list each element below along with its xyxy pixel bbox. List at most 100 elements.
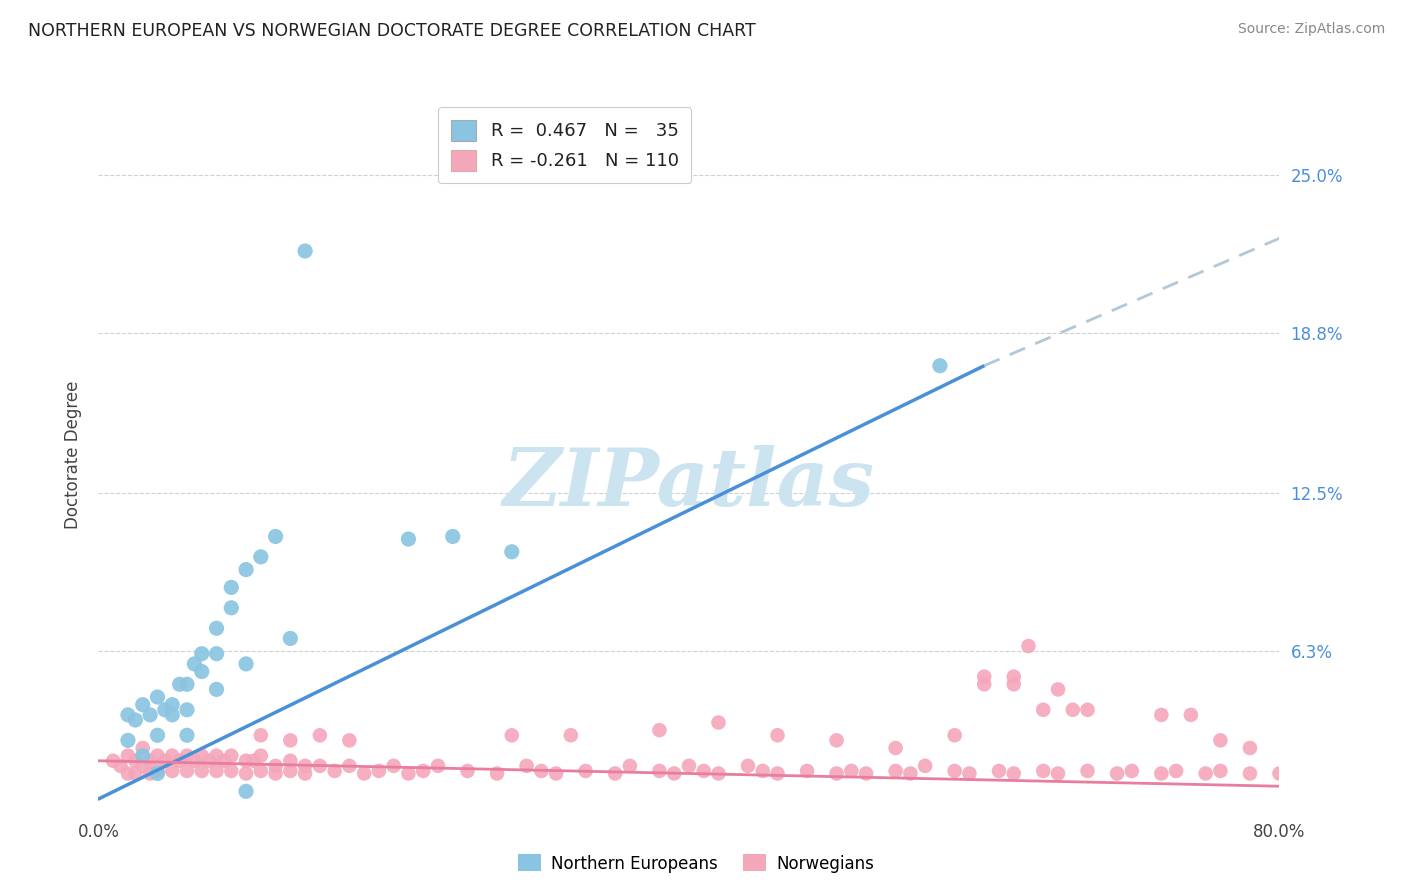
Point [855, 766, 877, 780]
Point [219, 581, 242, 595]
Point [110, 759, 132, 773]
Point [1105, 766, 1128, 780]
Point [574, 764, 596, 778]
Point [825, 766, 848, 780]
Point [1180, 707, 1202, 722]
Point [914, 759, 936, 773]
Legend: R =  0.467   N =   35, R = -0.261   N = 110: R = 0.467 N = 35, R = -0.261 N = 110 [439, 107, 692, 183]
Point [219, 600, 242, 615]
Point [1150, 766, 1173, 780]
Point [139, 766, 162, 780]
Point [1209, 733, 1232, 747]
Point [605, 766, 627, 780]
Point [560, 728, 582, 742]
Point [250, 748, 273, 763]
Point [235, 657, 257, 671]
Point [117, 748, 139, 763]
Point [1121, 764, 1143, 778]
Point [117, 733, 139, 747]
Text: ZIPatlas: ZIPatlas [503, 445, 875, 522]
Point [219, 748, 242, 763]
Point [973, 677, 995, 691]
Point [959, 766, 981, 780]
Point [205, 621, 228, 635]
Point [294, 244, 316, 258]
Point [162, 698, 183, 712]
Point [242, 754, 264, 768]
Point [205, 764, 228, 778]
Point [707, 715, 730, 730]
Point [456, 764, 478, 778]
Point [103, 754, 125, 768]
Point [943, 764, 966, 778]
Point [751, 764, 773, 778]
Point [1002, 677, 1025, 691]
Point [353, 766, 375, 780]
Point [841, 764, 863, 778]
Point [707, 766, 730, 780]
Point [183, 657, 205, 671]
Point [1239, 766, 1261, 780]
Point [412, 764, 434, 778]
Point [146, 690, 169, 704]
Point [1268, 766, 1291, 780]
Point [132, 741, 155, 756]
Point [339, 733, 360, 747]
Point [1239, 741, 1261, 756]
Point [973, 670, 995, 684]
Point [205, 647, 228, 661]
Point [766, 728, 789, 742]
Point [515, 759, 537, 773]
Point [1150, 707, 1173, 722]
Point [1195, 766, 1218, 780]
Point [191, 665, 214, 679]
Point [176, 764, 198, 778]
Point [441, 529, 464, 543]
Point [132, 759, 155, 773]
Point [825, 733, 848, 747]
Point [278, 632, 302, 646]
Point [132, 698, 155, 712]
Point [176, 703, 198, 717]
Point [235, 784, 257, 798]
Point [264, 759, 287, 773]
Point [278, 733, 302, 747]
Point [530, 764, 553, 778]
Point [294, 759, 316, 773]
Point [146, 766, 169, 780]
Point [139, 707, 162, 722]
Point [796, 764, 818, 778]
Point [191, 748, 214, 763]
Point [146, 764, 169, 778]
Point [117, 707, 139, 722]
Point [124, 754, 146, 768]
Point [1032, 703, 1054, 717]
Point [339, 759, 360, 773]
Point [766, 766, 789, 780]
Point [1017, 639, 1039, 653]
Point [250, 728, 273, 742]
Point [884, 764, 907, 778]
Point [546, 766, 568, 780]
Point [737, 759, 759, 773]
Point [176, 748, 198, 763]
Point [1077, 703, 1099, 717]
Point [1046, 766, 1069, 780]
Point [162, 764, 183, 778]
Point [368, 764, 391, 778]
Point [219, 764, 242, 778]
Point [176, 728, 198, 742]
Point [693, 764, 716, 778]
Point [1002, 670, 1025, 684]
Point [486, 766, 509, 780]
Point [884, 741, 907, 756]
Point [139, 754, 162, 768]
Point [162, 748, 183, 763]
Point [235, 563, 257, 577]
Point [501, 728, 523, 742]
Point [1164, 764, 1187, 778]
Text: NORTHERN EUROPEAN VS NORWEGIAN DOCTORATE DEGREE CORRELATION CHART: NORTHERN EUROPEAN VS NORWEGIAN DOCTORATE… [28, 22, 756, 40]
Point [928, 359, 950, 373]
Point [132, 748, 155, 763]
Point [191, 764, 214, 778]
